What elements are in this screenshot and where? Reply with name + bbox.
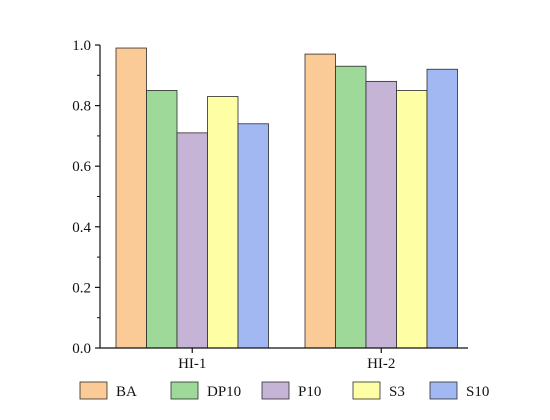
bar-ba-hi-2	[304, 53, 336, 349]
legend-label-ba: BA	[116, 384, 137, 400]
y-tick-label: 0.2	[72, 280, 91, 296]
legend: BA DP10 P10 S3 S10	[79, 381, 489, 400]
bar-dp10-hi-2	[335, 65, 367, 349]
y-tick-label: 1.0	[72, 38, 91, 54]
legend-swatch-s10	[429, 381, 458, 400]
x-tick-label: HI-2	[367, 356, 395, 372]
legend-swatch-dp10	[170, 381, 199, 400]
legend-label-p10: P10	[298, 384, 321, 400]
axes-layer: 0.0 0.2 0.4 0.6 0.8 1.0 HI-1 HI-2	[72, 38, 468, 372]
y-tick-label: 0.4	[72, 220, 91, 236]
x-tick-label: HI-1	[178, 356, 206, 372]
bar-p10-hi-2	[365, 80, 397, 349]
bar-s3-hi-2	[396, 90, 428, 349]
bars-layer	[115, 47, 458, 349]
bar-s3-hi-1	[207, 96, 239, 349]
bar-p10-hi-1	[176, 132, 208, 349]
legend-swatch-p10	[261, 381, 290, 400]
legend-swatch-ba	[79, 381, 108, 400]
bar-ba-hi-1	[115, 47, 147, 349]
bar-dp10-hi-1	[146, 90, 178, 349]
y-tick-label: 0.6	[72, 159, 91, 175]
y-tick-label: 0.0	[72, 341, 91, 357]
legend-label-s10: S10	[466, 384, 489, 400]
bar-s10-hi-2	[426, 68, 458, 349]
legend-label-dp10: DP10	[207, 384, 241, 400]
y-tick-label: 0.8	[72, 99, 91, 115]
bar-s10-hi-1	[237, 123, 269, 349]
legend-swatch-s3	[352, 381, 381, 400]
legend-label-s3: S3	[389, 384, 405, 400]
